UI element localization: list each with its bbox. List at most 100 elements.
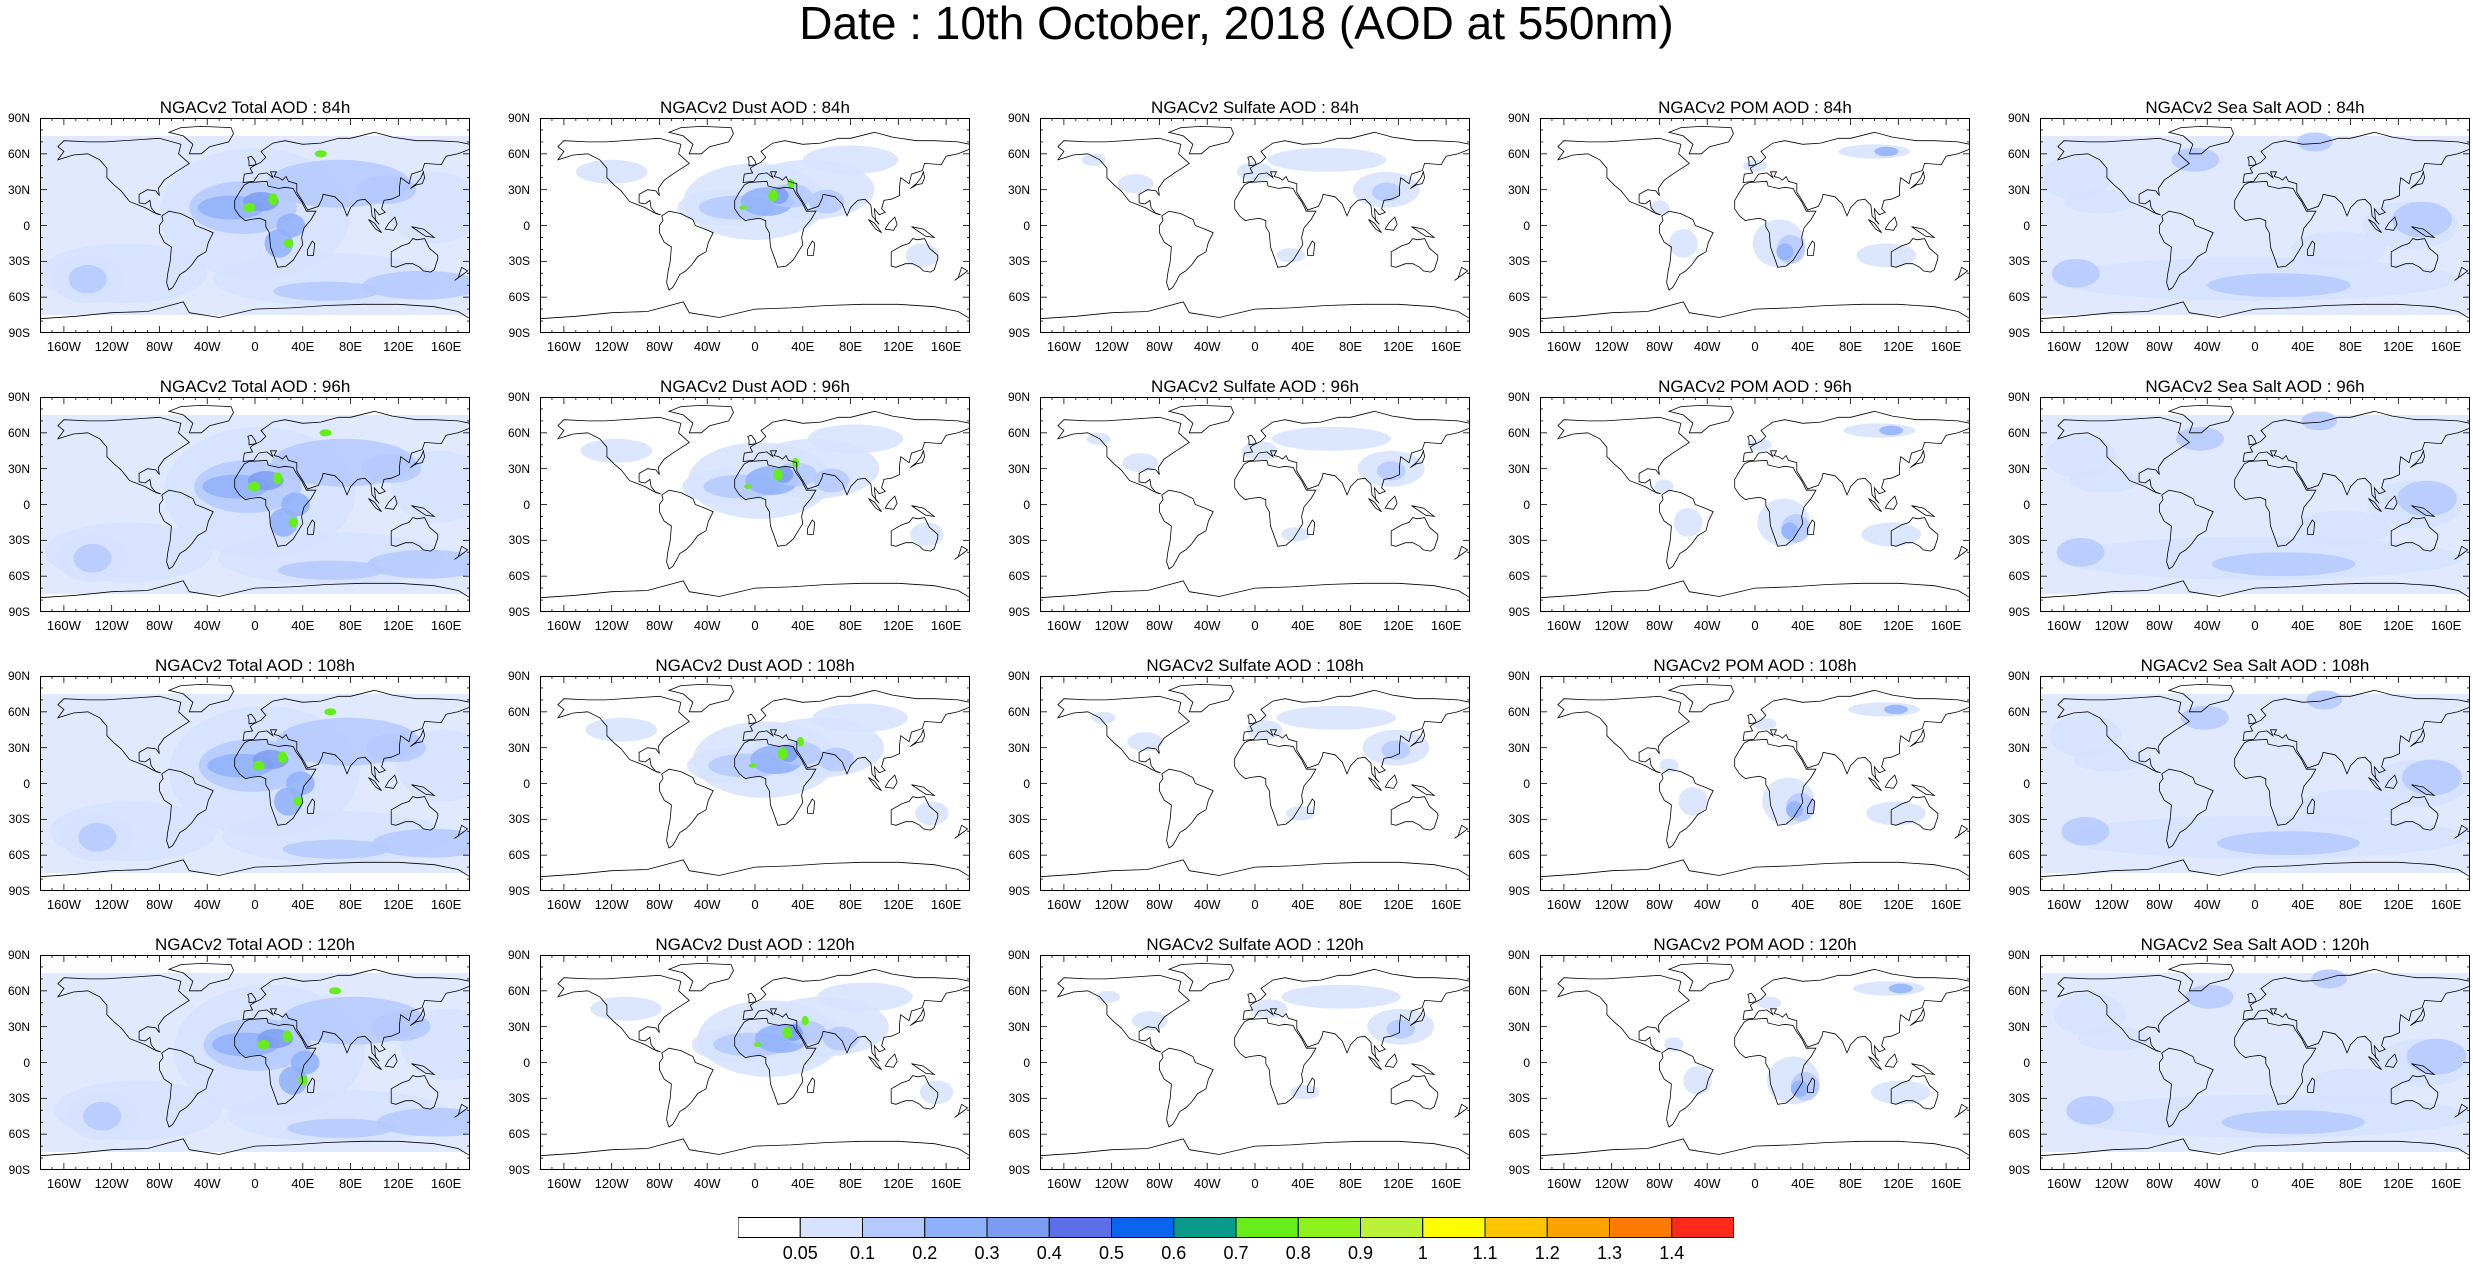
lon-tick-label: 40E bbox=[1291, 618, 1315, 633]
aod-plume bbox=[324, 708, 337, 716]
coastline-antarctica bbox=[2040, 580, 2470, 612]
coastline-greenland bbox=[167, 125, 234, 155]
coastline-eurasia bbox=[1242, 410, 1470, 504]
coastline-australia bbox=[2390, 1075, 2439, 1110]
aod-plume bbox=[796, 736, 804, 747]
aod-map bbox=[40, 397, 470, 612]
colorbar-tick-label: 1.1 bbox=[1472, 1243, 1498, 1263]
aod-plume bbox=[272, 281, 381, 301]
coastline-japan bbox=[410, 1007, 426, 1026]
coastline-newguinea bbox=[1411, 784, 1436, 796]
lon-tick-label: 40W bbox=[1193, 1176, 1221, 1191]
lat-tick-label: 90S bbox=[8, 884, 30, 898]
coastline-newguinea bbox=[1911, 505, 1936, 517]
lon-tick-label: 120E bbox=[383, 897, 414, 912]
coastline-antarctica bbox=[40, 859, 470, 891]
lon-tick-label: 40W bbox=[693, 897, 721, 912]
aod-map bbox=[540, 118, 970, 333]
aod-plume bbox=[68, 264, 107, 294]
coastline-namerica bbox=[1056, 695, 1190, 774]
coastline-borneo bbox=[2384, 495, 2398, 510]
aod-plume bbox=[1251, 999, 1288, 1019]
lon-tick-label: 40E bbox=[1791, 618, 1815, 633]
panel-title: NGACv2 Sulfate AOD : 96h bbox=[1151, 377, 1359, 396]
aod-map bbox=[1540, 955, 1970, 1170]
lon-tick-label: 160W bbox=[1046, 1176, 1081, 1191]
map-panel: NGACv2 Total AOD : 120h 90N 60N 30N 0 30S 60S 9… bbox=[0, 935, 500, 1225]
aod-plume bbox=[802, 145, 899, 175]
coastline-samerica bbox=[159, 768, 214, 849]
coastline-eurasia bbox=[2242, 410, 2470, 504]
aod-plume bbox=[585, 717, 658, 742]
coastline-madagascar bbox=[807, 519, 816, 535]
lon-tick-label: 80W bbox=[1646, 1176, 1673, 1191]
aod-plume bbox=[2401, 759, 2462, 796]
lat-tick-label: 0 bbox=[523, 218, 530, 233]
lon-tick-label: 80W bbox=[146, 1176, 173, 1191]
map-background bbox=[1040, 397, 1470, 612]
lat-tick-label: 90S bbox=[8, 1163, 30, 1177]
coastline-britain bbox=[2247, 992, 2257, 1004]
lon-tick-label: 80E bbox=[338, 618, 363, 633]
coastline-eurasia bbox=[242, 131, 470, 225]
aod-plume bbox=[2176, 426, 2224, 451]
aod-map bbox=[2040, 955, 2470, 1170]
lon-tick-label: 120E bbox=[2383, 618, 2414, 633]
lat-tick-label: 90N bbox=[7, 111, 30, 125]
lat-tick-label: 90S bbox=[508, 605, 530, 619]
lat-tick-label: 90N bbox=[1007, 111, 1030, 125]
coastline-australia bbox=[390, 517, 439, 552]
lat-tick-label: 30S bbox=[1508, 254, 1530, 269]
coastline-nz bbox=[1454, 266, 1469, 281]
lat-tick-label: 30N bbox=[1007, 740, 1030, 755]
lon-tick-label: 80E bbox=[1338, 897, 1363, 912]
coastline-britain bbox=[247, 434, 257, 446]
coastline-newguinea bbox=[411, 784, 436, 796]
coastline-africa bbox=[234, 1017, 317, 1105]
panel-title: NGACv2 Sea Salt AOD : 96h bbox=[2145, 377, 2365, 396]
lon-tick-label: 80E bbox=[1838, 897, 1863, 912]
lon-tick-label: 40E bbox=[2291, 897, 2315, 912]
coastline-nz bbox=[454, 266, 469, 281]
lat-tick-label: 60N bbox=[7, 983, 30, 998]
aod-map bbox=[40, 676, 470, 891]
lon-tick-label: 80E bbox=[2338, 339, 2363, 354]
lon-tick-label: 80W bbox=[146, 618, 173, 633]
aod-plume bbox=[1888, 983, 1913, 994]
coastline-borneo bbox=[2384, 216, 2398, 231]
coastline-greenland bbox=[667, 683, 734, 713]
lon-tick-label: 120E bbox=[1383, 339, 1414, 354]
lat-tick-label: 0 bbox=[523, 1055, 530, 1070]
panel-title: NGACv2 Dust AOD : 108h bbox=[655, 656, 855, 675]
lat-tick-label: 30S bbox=[1508, 812, 1530, 827]
lat-tick-label: 30S bbox=[2008, 812, 2030, 827]
coastline-eurasia bbox=[1242, 968, 1470, 1062]
aod-plume bbox=[1241, 441, 1278, 461]
coastline-samerica bbox=[659, 489, 714, 570]
lon-tick-label: 160W bbox=[46, 897, 81, 912]
aod-plume bbox=[1790, 1080, 1808, 1098]
lon-tick-label: 120E bbox=[883, 1176, 914, 1191]
coastline-madagascar bbox=[2307, 1077, 2316, 1093]
aod-plume bbox=[1659, 758, 1679, 773]
lat-tick-label: 60N bbox=[7, 146, 30, 161]
coastline-samerica bbox=[1659, 1047, 1714, 1128]
aod-plume bbox=[2066, 1095, 2115, 1125]
coastline-nz bbox=[454, 824, 469, 839]
lon-tick-label: 80W bbox=[1146, 1176, 1173, 1191]
coastline-eurasia bbox=[742, 131, 970, 225]
lat-tick-label: 0 bbox=[1523, 776, 1530, 791]
colorbar-tick-label: 0.5 bbox=[1098, 1243, 1125, 1263]
lon-tick-label: 0 bbox=[251, 618, 259, 633]
coastlines bbox=[1540, 962, 1970, 1170]
coastline-newguinea bbox=[2411, 505, 2436, 517]
map-panel: NGACv2 Total AOD : 96h 90N 60N 30N 0 30S 60S 90… bbox=[0, 377, 500, 667]
coastline-japan bbox=[1910, 728, 1926, 747]
coastline-australia bbox=[1390, 796, 1439, 831]
lat-tick-label: 60N bbox=[1007, 704, 1030, 719]
aod-plume bbox=[1747, 438, 1772, 451]
aod-plume bbox=[1786, 801, 1803, 819]
aod-plume bbox=[367, 549, 470, 579]
lon-tick-label: 120W bbox=[1594, 1176, 1629, 1191]
lat-tick-label: 30N bbox=[2007, 461, 2030, 476]
